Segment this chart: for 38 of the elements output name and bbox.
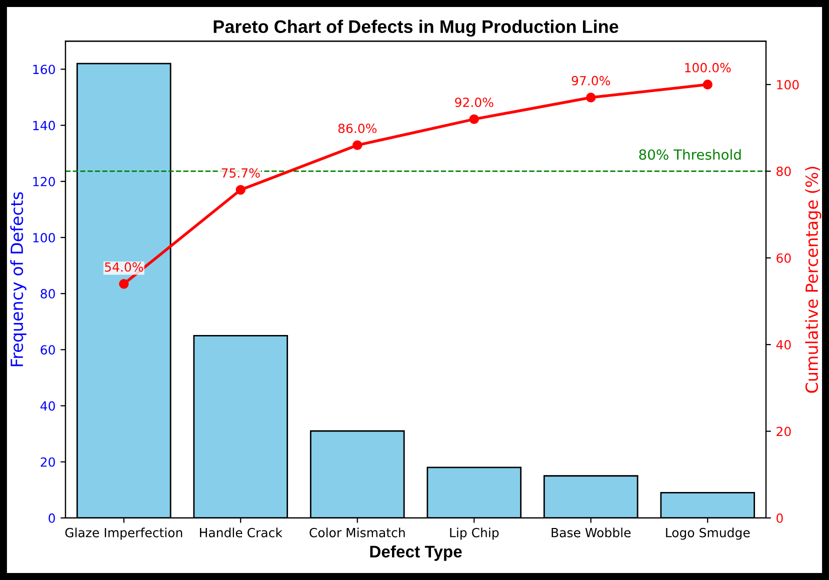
chart-title: Pareto Chart of Defects in Mug Production Line — [214, 20, 618, 37]
y2-tick-label: 60 — [776, 253, 791, 263]
y2-tick-label: 20 — [776, 426, 791, 436]
x-tick-label: Color Mismatch — [310, 528, 405, 538]
point — [586, 92, 596, 102]
point — [469, 114, 479, 124]
data-label: 92.0% — [455, 98, 494, 108]
point — [352, 140, 362, 150]
y-tick-label: 140 — [33, 120, 55, 130]
x-axis-title: Defect Type — [370, 545, 462, 561]
data-label: 86.0% — [338, 124, 377, 134]
ref-line-label: 80% Threshold — [639, 149, 741, 160]
y-axis-title: Frequency of Defects — [10, 192, 26, 366]
y2-tick-label: 0 — [776, 513, 783, 523]
y-tick-label: 100 — [33, 232, 55, 242]
data-label: 75.7% — [222, 168, 260, 178]
y-tick-label: 120 — [33, 176, 55, 186]
data-label: 100.0% — [685, 62, 731, 72]
y2-tick-label: 40 — [776, 340, 791, 350]
y-tick-label: 0 — [48, 513, 55, 523]
point — [119, 279, 129, 289]
y-tick-label: 60 — [40, 345, 55, 355]
x-tick-label: Base Wobble — [552, 528, 631, 538]
x-tick-label: Logo Smudge — [666, 528, 750, 540]
x-tick-label: Glaze Imperfection — [65, 528, 182, 540]
y-tick-label: 40 — [40, 401, 55, 411]
data-label: 54.0% — [104, 262, 144, 272]
y-tick-label: 80 — [40, 289, 55, 299]
point — [702, 80, 712, 90]
x-tick-label: Lip Chip — [450, 528, 499, 540]
y2-tick-label: 100 — [777, 80, 799, 90]
y-tick-label: 160 — [33, 64, 55, 74]
x-tick-label: Handle Crack — [200, 528, 282, 538]
y-tick-label: 20 — [40, 457, 55, 467]
data-label: 97.0% — [572, 76, 610, 86]
y2-tick-label: 80 — [776, 166, 791, 176]
y2-axis-title: Cumulative Percentage (%) — [805, 166, 822, 393]
point — [236, 184, 246, 195]
